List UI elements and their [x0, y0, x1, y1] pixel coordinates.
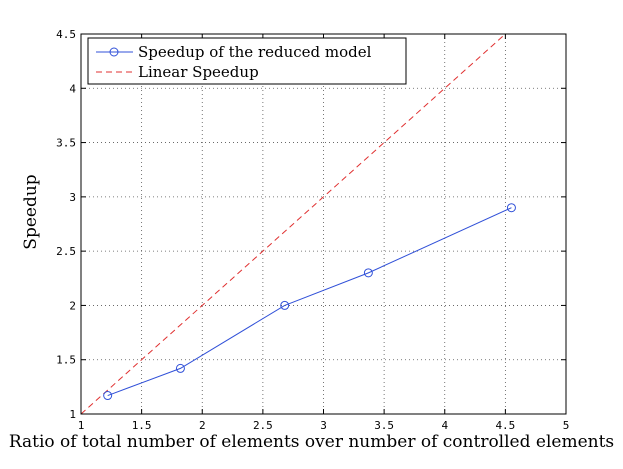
x-tick-label: 1: [78, 419, 85, 432]
data-point: [363, 268, 373, 278]
y-tick-label: 1: [69, 408, 76, 421]
legend-label-speedup: Speedup of the reduced model: [138, 43, 372, 61]
legend-label-linear: Linear Speedup: [138, 63, 259, 81]
series-line-linear-speedup: [81, 34, 507, 414]
legend-box: [87, 37, 407, 85]
x-tick-label: 1.5: [132, 419, 152, 432]
x-tick-label: 5: [563, 419, 570, 432]
data-point: [103, 391, 113, 401]
y-tick-label: 3: [69, 191, 76, 204]
x-tick-label: 4.5: [495, 419, 515, 432]
y-tick-label: 4.5: [56, 28, 76, 41]
x-tick-label: 3.5: [374, 419, 394, 432]
tick-labels: 1 1.5 2 2.5 3 3.5 4 4.5 5 1 1.5 2 2.5 3 3.5 4 4.5: [56, 28, 569, 432]
grid: [81, 34, 566, 414]
x-axis-label: Ratio of total number of elements over n…: [9, 432, 614, 452]
x-tick-label: 2.5: [253, 419, 273, 432]
data-point: [175, 363, 185, 373]
y-tick-label: 2.5: [56, 245, 76, 258]
legend: Speedup of the reduced model Linear Spee…: [87, 37, 407, 85]
y-tick-label: 2: [69, 299, 76, 312]
data-point: [506, 203, 516, 213]
y-tick-label: 3.5: [56, 137, 76, 150]
series-line-reduced-model: [107, 207, 512, 397]
x-tick-label: 4: [441, 419, 448, 432]
y-axis-label: Speedup: [21, 174, 41, 249]
y-tick-label: 1.5: [56, 354, 76, 367]
y-tick-label: 4: [69, 82, 76, 95]
x-tick-label: 2: [199, 419, 206, 432]
series-group: [81, 34, 516, 414]
legend-marker-speedup: [109, 47, 119, 57]
x-tick-label: 3: [320, 419, 327, 432]
data-point: [280, 300, 290, 310]
